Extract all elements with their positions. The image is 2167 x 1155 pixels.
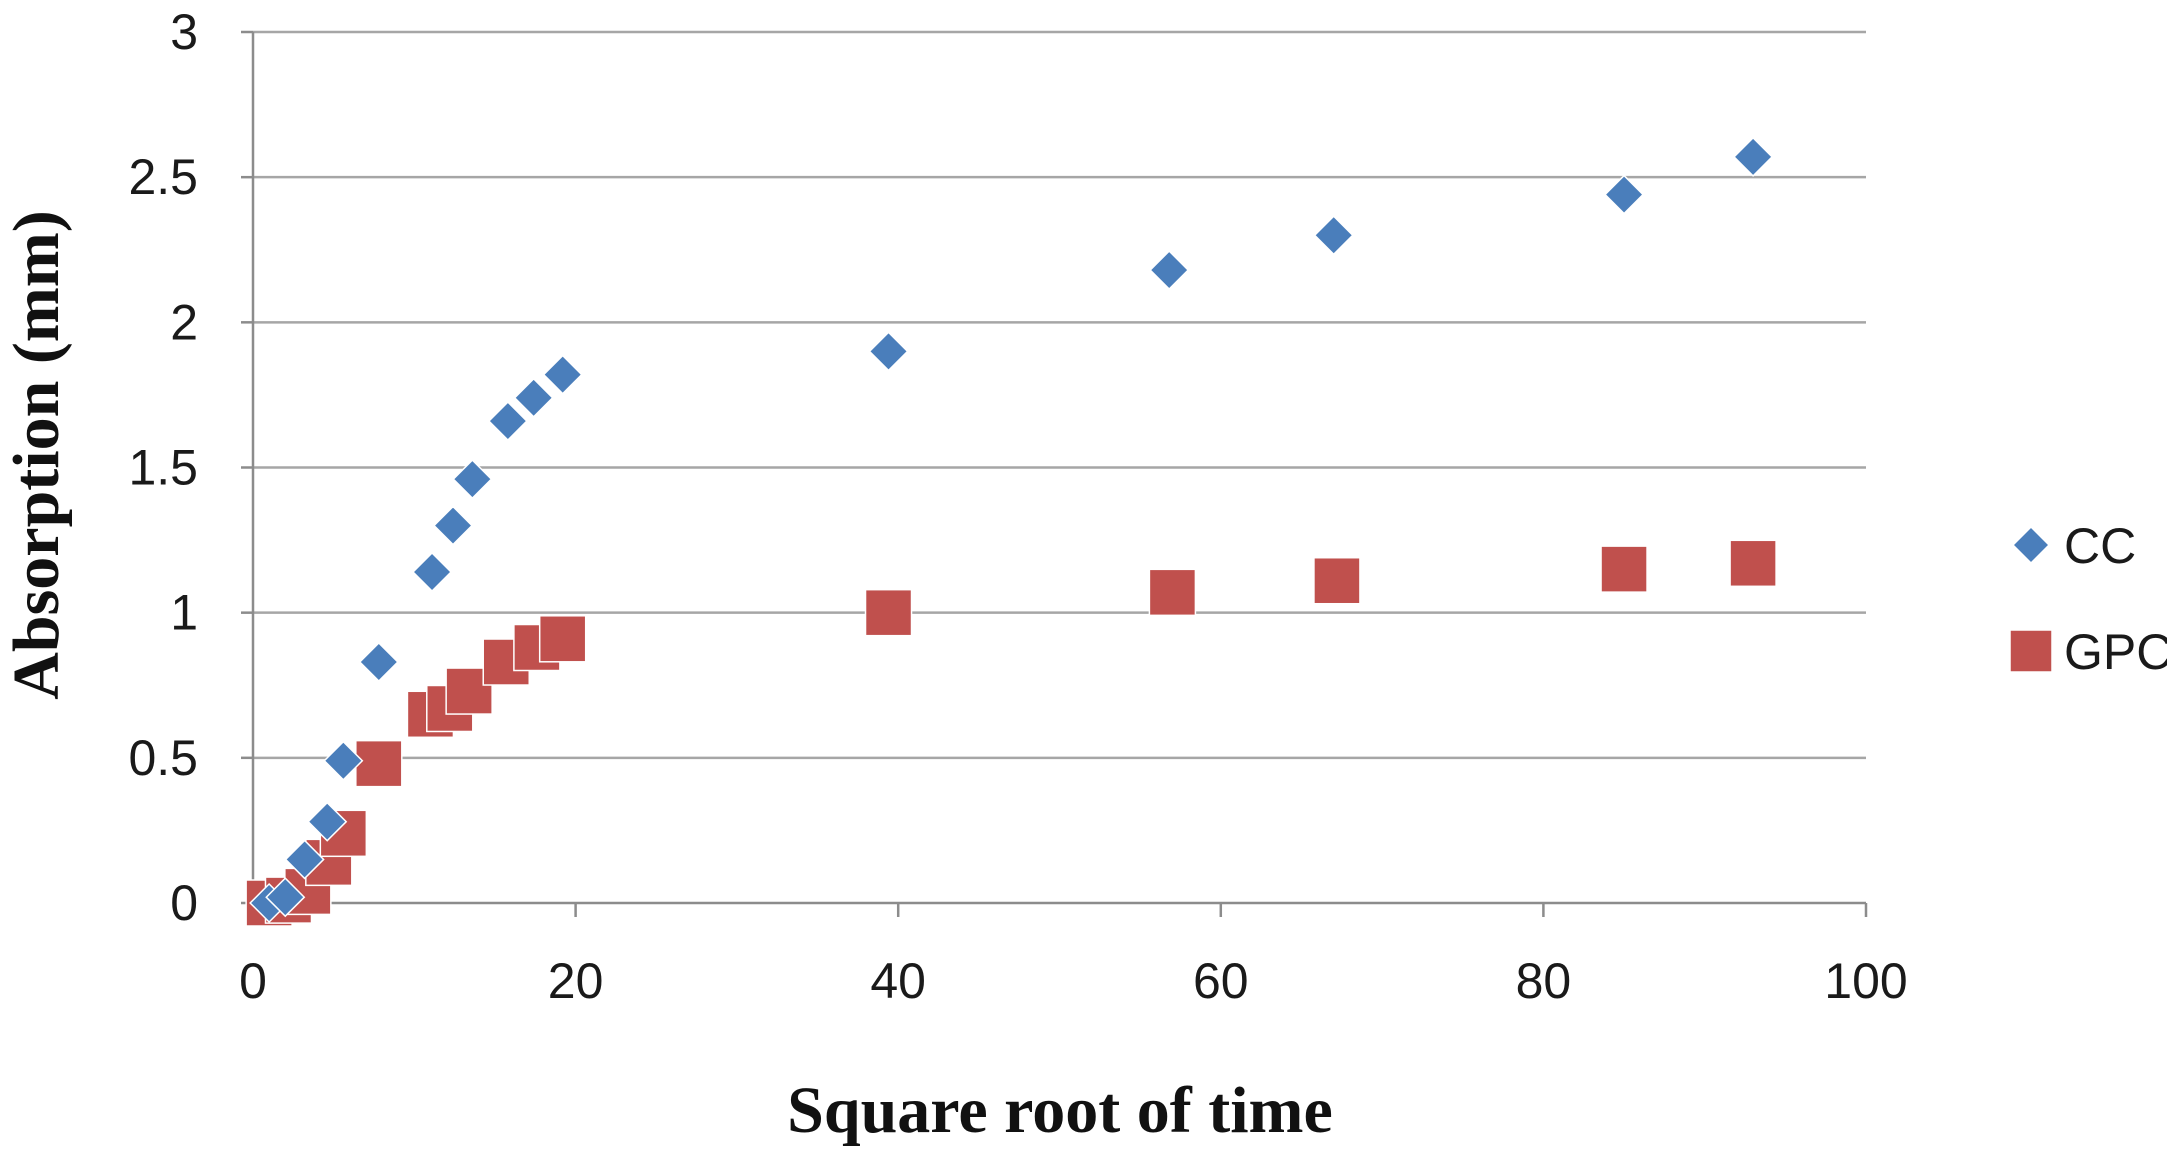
y-tick-label: 0.5 (128, 730, 198, 786)
y-tick-label: 2 (170, 294, 198, 350)
x-axis-ticks: 0 20 40 60 80 100 (239, 903, 1908, 1009)
data-point-cc (1313, 215, 1354, 256)
data-point-cc (432, 505, 474, 546)
y-axis-ticks: 0 0.5 1 1.5 2 2.5 3 (128, 4, 253, 931)
legend-label: GPC (2064, 624, 2167, 680)
data-point-gpc (1729, 539, 1777, 588)
legend-marker-diamond (2011, 525, 2051, 565)
data-point-cc (1149, 250, 1190, 291)
data-point-gpc (1600, 545, 1648, 593)
data-point-gpc (864, 588, 913, 637)
data-point-cc (307, 801, 348, 842)
series-cc (249, 136, 1774, 924)
x-axis-title: Square root of time (787, 1074, 1333, 1147)
legend-marker-square (2009, 629, 2053, 673)
y-tick-label: 3 (170, 4, 198, 60)
data-point-cc (452, 459, 493, 500)
data-point-gpc (1313, 556, 1361, 605)
data-point-cc (1733, 136, 1774, 177)
x-tick-label: 0 (239, 953, 267, 1009)
data-point-gpc (1148, 568, 1197, 617)
data-point-cc (1603, 174, 1645, 215)
x-tick-label: 60 (1193, 953, 1249, 1009)
y-axis-title: Absorption (mm) (0, 210, 73, 700)
y-tick-label: 0 (170, 875, 198, 931)
data-point-cc (284, 839, 325, 880)
data-point-cc (542, 354, 583, 395)
data-point-gpc (538, 615, 587, 663)
y-tick-label: 1.5 (128, 440, 198, 496)
x-tick-label: 80 (1516, 953, 1572, 1009)
data-point-gpc (513, 623, 561, 672)
legend-label: CC (2064, 518, 2136, 574)
data-point-cc (513, 377, 554, 418)
data-point-cc (358, 641, 399, 683)
x-tick-label: 20 (548, 953, 604, 1009)
legend-item-gpc: GPC (2009, 624, 2167, 680)
data-point-cc (868, 331, 909, 372)
legend: CC GPC (2009, 518, 2167, 680)
gridlines (253, 30, 1866, 760)
data-points (245, 136, 1777, 927)
x-tick-label: 100 (1824, 953, 1907, 1009)
y-tick-label: 1 (170, 585, 198, 641)
data-point-cc (487, 400, 528, 442)
data-point-cc (323, 740, 364, 781)
data-point-cc (265, 877, 306, 918)
y-tick-label: 2.5 (128, 149, 198, 205)
series-gpc (245, 539, 1777, 927)
x-tick-label: 40 (870, 953, 926, 1009)
data-point-cc (411, 551, 453, 593)
legend-item-cc: CC (2011, 518, 2136, 574)
data-point-gpc (355, 739, 403, 788)
